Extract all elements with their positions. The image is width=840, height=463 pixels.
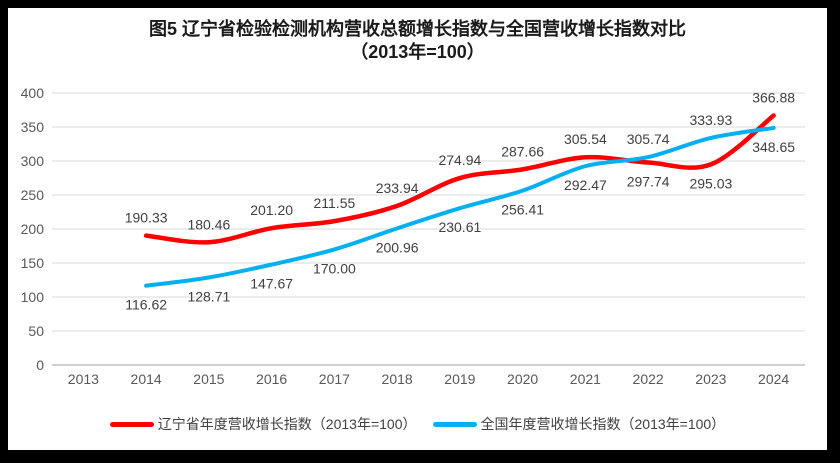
data-label: 190.33 [125, 210, 168, 226]
legend-item-national: 全国年度营收增长指数（2013年=100） [432, 414, 726, 434]
legend-swatch-blue-line [432, 421, 477, 427]
data-label: 230.61 [438, 219, 481, 235]
data-label: 147.67 [250, 276, 293, 292]
data-label: 233.94 [376, 180, 419, 196]
data-label: 287.66 [501, 143, 544, 159]
y-tick-label: 400 [21, 85, 45, 101]
y-tick-label: 300 [21, 153, 45, 169]
series-line-national [144, 125, 776, 288]
data-label: 292.47 [564, 177, 607, 193]
x-tick-label: 2018 [382, 371, 413, 387]
x-tick-label: 2017 [319, 371, 350, 387]
data-label: 305.54 [564, 131, 607, 147]
x-tick-label: 2019 [444, 371, 475, 387]
y-tick-label: 100 [21, 289, 45, 305]
x-tick-label: 2020 [507, 371, 538, 387]
data-label: 170.00 [313, 260, 356, 276]
legend-label-liaoning: 辽宁省年度营收增长指数（2013年=100） [157, 416, 417, 432]
x-tick-label: 2013 [68, 371, 99, 387]
data-label: 274.94 [438, 152, 481, 168]
legend-label-national: 全国年度营收增长指数（2013年=100） [480, 416, 726, 432]
legend-swatch-red-line [109, 421, 154, 427]
data-label: 200.96 [376, 239, 419, 255]
data-label: 201.20 [250, 202, 293, 218]
legend-item-liaoning: 辽宁省年度营收增长指数（2013年=100） [109, 414, 417, 434]
data-label: 333.93 [689, 112, 732, 128]
line-chart-plot: 0 50 100 150 200 250 300 350 400 2013 2014 2015 2016… [21, 85, 805, 387]
y-tick-label: 50 [28, 323, 44, 339]
chart-title: 图5 辽宁省检验检测机构营收总额增长指数与全国营收增长指数对比 （2013年=1… [8, 18, 827, 64]
data-label: 295.03 [689, 175, 732, 191]
data-label: 180.46 [187, 216, 230, 232]
y-tick-label: 250 [21, 187, 45, 203]
y-tick-label: 150 [21, 255, 45, 271]
data-label: 348.65 [752, 139, 795, 155]
data-label: 116.62 [125, 297, 167, 313]
x-tick-label: 2014 [131, 371, 162, 387]
x-tick-label: 2021 [570, 371, 601, 387]
chart-title-line2: （2013年=100） [350, 42, 485, 62]
data-label: 297.74 [627, 174, 670, 190]
x-tick-label: 2023 [695, 371, 726, 387]
x-tick-label: 2015 [193, 371, 224, 387]
data-label: 366.88 [752, 90, 795, 106]
chart-title-line1: 图5 辽宁省检验检测机构营收总额增长指数与全国营收增长指数对比 [148, 19, 686, 39]
x-tick-label: 2022 [633, 371, 664, 387]
y-tick-label: 200 [21, 221, 45, 237]
y-tick-label: 350 [21, 119, 45, 135]
y-tick-label: 0 [36, 357, 44, 373]
series-line-liaoning [143, 113, 776, 245]
data-label: 128.71 [187, 288, 230, 304]
chart-legend: 辽宁省年度营收增长指数（2013年=100） 全国年度营收增长指数（2013年=… [8, 414, 827, 434]
data-label: 305.74 [627, 131, 670, 147]
x-tick-label: 2016 [256, 371, 287, 387]
data-label: 211.55 [313, 195, 355, 211]
data-label: 256.41 [501, 202, 544, 218]
x-tick-label: 2024 [758, 371, 789, 387]
